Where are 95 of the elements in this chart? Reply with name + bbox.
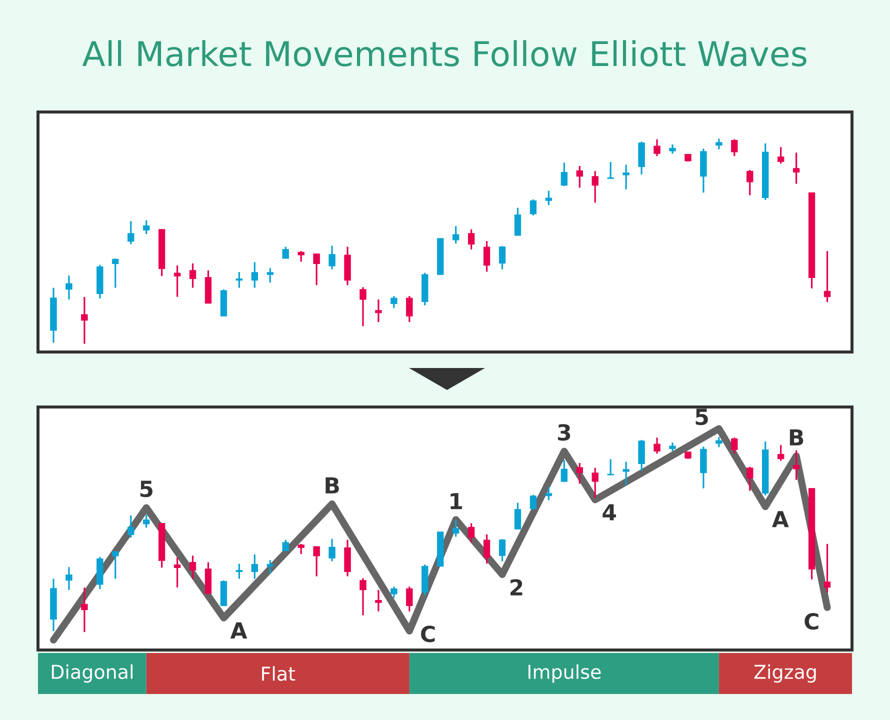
text: Zigzag (754, 664, 816, 683)
annotation: C (804, 613, 818, 630)
text: 5 (696, 408, 708, 426)
annotation: A (230, 622, 248, 638)
candlestick (731, 138, 738, 157)
candlestick (328, 244, 336, 270)
annotation: B (790, 429, 804, 446)
candlestick (716, 138, 722, 150)
candlestick (638, 140, 645, 176)
candlestick (622, 164, 630, 190)
candlestick (592, 170, 598, 204)
candlestick (266, 559, 274, 575)
candlestick (514, 502, 522, 530)
candlestick (390, 586, 398, 599)
candlestick (313, 252, 320, 286)
candlestick (777, 444, 784, 462)
candlestick (746, 466, 754, 492)
annotation: 4 (602, 504, 616, 520)
candlestick (498, 245, 506, 270)
candlestick (174, 556, 181, 588)
candlestick (792, 449, 800, 481)
annotation: B (326, 477, 339, 494)
candlestick (142, 514, 150, 529)
candlestick (700, 446, 707, 490)
candlestick (66, 274, 72, 300)
candlestick (452, 519, 460, 538)
candlestick (128, 514, 134, 538)
candlestick (607, 458, 614, 476)
candlestick (174, 264, 181, 298)
candlestick (576, 462, 583, 484)
candlestick (560, 459, 568, 483)
chart-title: All Market Movements Follow Elliott Waves (82, 40, 806, 66)
candlestick (468, 522, 475, 544)
candlestick (622, 461, 630, 486)
candlestick (592, 467, 598, 499)
candlestick (112, 550, 119, 580)
candlestick (251, 554, 258, 580)
candlestick (81, 586, 88, 633)
candlestick (731, 436, 738, 454)
candlestick (824, 250, 831, 303)
annotation: A (772, 511, 789, 528)
candlestick (298, 250, 304, 263)
candlestick (236, 271, 243, 289)
annotation: C (421, 626, 435, 642)
candlestick (81, 296, 88, 345)
text: Flat (262, 666, 296, 681)
candlestick (498, 538, 506, 562)
candlestick (298, 543, 304, 555)
candlestick (669, 144, 676, 154)
candlestick (66, 566, 72, 591)
text: Impulse (528, 664, 601, 683)
candlestick (777, 146, 784, 164)
candlestick (189, 262, 196, 289)
candlestick (360, 577, 366, 616)
candlestick (792, 152, 800, 185)
candlestick (654, 436, 660, 454)
candlestick (483, 534, 490, 564)
candlestick (251, 261, 258, 289)
candlestick (282, 246, 289, 260)
candlestick (236, 563, 243, 580)
candlestick (142, 220, 150, 235)
annotation: 2 (510, 579, 522, 596)
candlestick (375, 589, 382, 612)
candlestick (328, 538, 336, 562)
candlestick (189, 554, 196, 580)
candlestick (360, 286, 366, 327)
candlestick (576, 165, 583, 188)
candlestick (112, 258, 119, 289)
candlestick (654, 138, 660, 157)
candlestick (266, 267, 274, 284)
candlestick (545, 486, 552, 502)
candlestick (545, 190, 552, 206)
candlestick (452, 225, 460, 244)
candlestick (406, 586, 413, 612)
candlestick (530, 198, 537, 216)
candlestick (716, 436, 722, 448)
candlestick (638, 439, 645, 472)
candlestick (375, 298, 382, 323)
candlestick (128, 220, 134, 246)
candlestick (406, 295, 413, 323)
candlestick (468, 228, 475, 250)
candlestick (607, 161, 614, 180)
candlestick (390, 295, 398, 309)
candlestick (746, 169, 754, 196)
candlestick (282, 539, 289, 552)
annotation: 5 (140, 480, 152, 498)
candlestick (313, 546, 320, 578)
candlestick (514, 206, 522, 236)
text: Diagonal (52, 664, 133, 683)
annotation: 1 (450, 493, 462, 510)
candlestick (483, 240, 490, 273)
candlestick (530, 494, 537, 511)
candlestick (824, 543, 831, 594)
candlestick (560, 162, 568, 187)
annotation: 3 (558, 424, 570, 441)
